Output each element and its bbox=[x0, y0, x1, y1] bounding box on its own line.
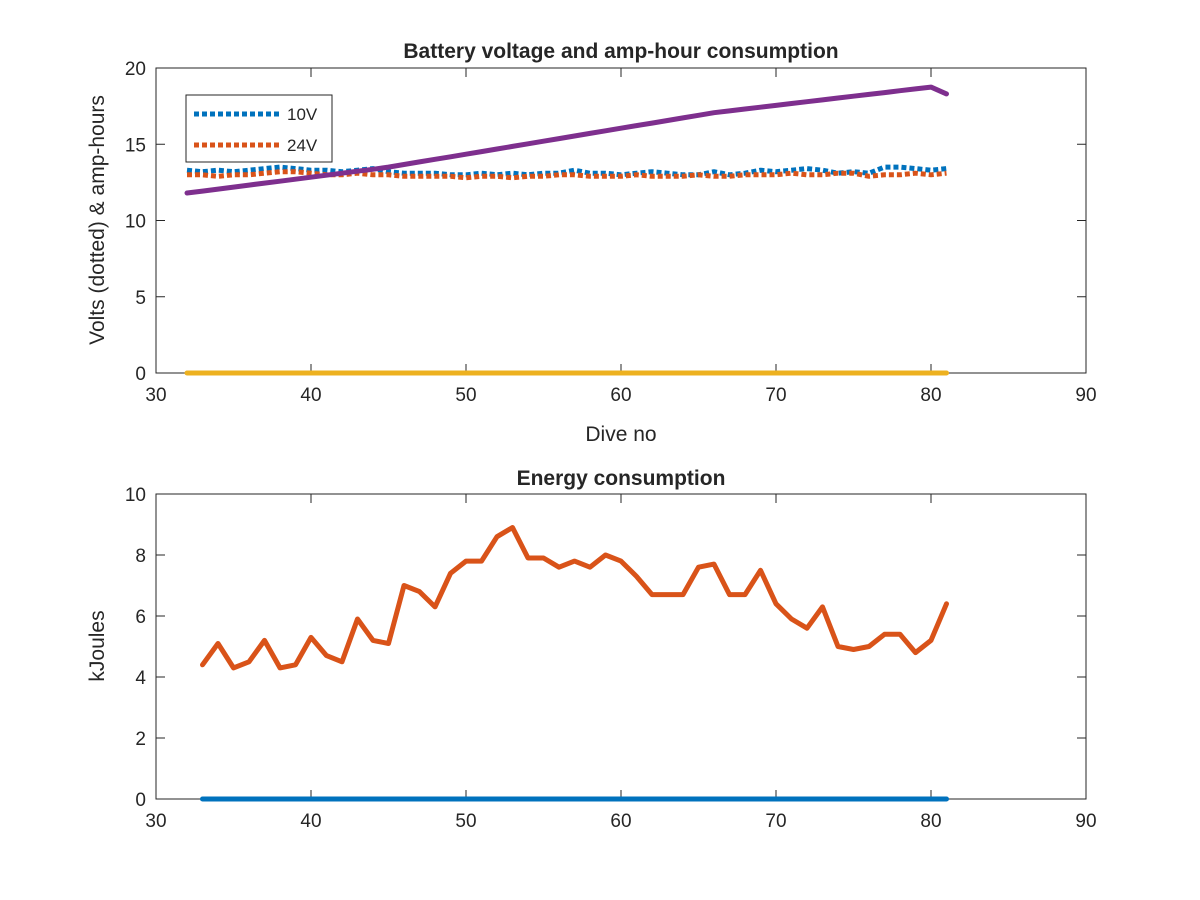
voltage-x-tick-label: 40 bbox=[300, 385, 321, 406]
voltage-x-tick-labels: 30 40 50 60 70 80 90 bbox=[145, 385, 1096, 406]
voltage-legend: 10V 24V bbox=[185, 94, 333, 163]
energy-y-tick-label: 4 bbox=[135, 668, 146, 689]
energy-x-tick-label: 30 bbox=[145, 811, 166, 832]
energy-y-tick-label: 10 bbox=[125, 485, 146, 506]
energy-y-tick-label: 8 bbox=[135, 546, 146, 567]
energy-axes: 30 40 50 60 70 80 90 0 2 4 6 8 10 Energy consumptio… bbox=[86, 467, 1097, 832]
energy-series-line-2 bbox=[200, 525, 949, 671]
voltage-series-line-24v bbox=[187, 169, 947, 181]
voltage-x-axis-label: Dive no bbox=[585, 423, 656, 446]
voltage-series-line-4 bbox=[184, 84, 949, 196]
voltage-y-tick-labels: 0 5 10 15 20 bbox=[125, 59, 146, 385]
energy-x-tick-labels: 30 40 50 60 70 80 90 bbox=[145, 811, 1096, 832]
legend-label-10v: 10V bbox=[287, 105, 318, 124]
energy-x-tick-label: 70 bbox=[765, 811, 786, 832]
voltage-y-tick-label: 0 bbox=[135, 364, 146, 385]
voltage-chart-title: Battery voltage and amp-hour consumption bbox=[403, 40, 838, 63]
legend-box bbox=[185, 94, 333, 163]
voltage-x-tick-label: 50 bbox=[455, 385, 476, 406]
voltage-x-tick-label: 90 bbox=[1075, 385, 1096, 406]
energy-y-tick-label: 6 bbox=[135, 607, 146, 628]
voltage-x-tick-label: 30 bbox=[145, 385, 166, 406]
energy-chart-title: Energy consumption bbox=[517, 467, 726, 490]
legend-label-24v: 24V bbox=[287, 136, 318, 155]
voltage-y-tick-label: 15 bbox=[125, 135, 146, 156]
voltage-y-tick-label: 5 bbox=[135, 288, 146, 309]
energy-series-lines bbox=[200, 525, 949, 802]
voltage-series-lines bbox=[184, 84, 949, 376]
voltage-y-tick-label: 10 bbox=[125, 212, 146, 233]
energy-x-tick-label: 80 bbox=[920, 811, 941, 832]
energy-y-tick-label: 0 bbox=[135, 790, 146, 811]
voltage-y-tick-label: 20 bbox=[125, 59, 146, 80]
energy-x-tick-label: 90 bbox=[1075, 811, 1096, 832]
energy-plot-area bbox=[155, 493, 1087, 800]
energy-x-tick-label: 40 bbox=[300, 811, 321, 832]
voltage-x-tick-label: 80 bbox=[920, 385, 941, 406]
energy-y-tick-label: 2 bbox=[135, 729, 146, 750]
energy-y-axis-label: kJoules bbox=[86, 610, 109, 681]
voltage-series-line-10v bbox=[186, 164, 947, 178]
voltage-x-tick-label: 70 bbox=[765, 385, 786, 406]
voltage-axes: 30 40 50 60 70 80 90 0 5 10 15 20 Battery voltage … bbox=[86, 40, 1097, 446]
voltage-y-axis-label: Volts (dotted) & amp-hours bbox=[86, 95, 109, 345]
energy-x-tick-label: 50 bbox=[455, 811, 476, 832]
voltage-x-tick-label: 60 bbox=[610, 385, 631, 406]
energy-x-tick-label: 60 bbox=[610, 811, 631, 832]
energy-y-tick-labels: 0 2 4 6 8 10 bbox=[125, 485, 147, 811]
energy-tick-marks bbox=[155, 493, 1087, 800]
